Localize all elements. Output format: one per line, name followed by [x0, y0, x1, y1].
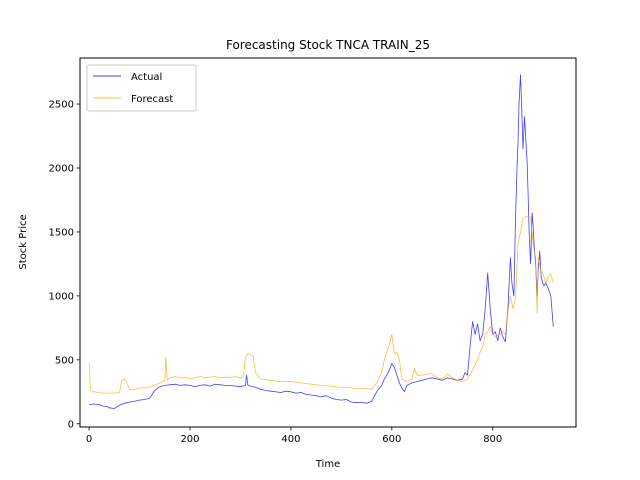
x-tick-label: 600 [382, 434, 401, 445]
series-line-actual [89, 74, 554, 409]
axes-frame [79, 57, 577, 428]
y-tick-label: 2500 [49, 100, 74, 111]
legend-label-actual: Actual [131, 72, 162, 83]
x-tick-label: 400 [281, 434, 300, 445]
chart-title: Forecasting Stock TNCA TRAIN_25 [226, 38, 430, 52]
series-line-forecast [88, 216, 554, 394]
x-tick-label: 0 [86, 434, 92, 445]
legend-label-forecast: Forecast [131, 94, 173, 105]
y-axis: 0 500 1000 1500 2000 2500 [49, 100, 80, 430]
plot-area [88, 74, 554, 409]
y-tick-label: 1000 [49, 291, 74, 302]
y-tick-label: 500 [55, 355, 74, 366]
y-tick-label: 0 [68, 419, 74, 430]
y-tick-label: 2000 [49, 163, 74, 174]
legend: Actual Forecast [86, 64, 197, 112]
x-axis-label: Time [315, 459, 340, 470]
y-axis-label: Stock Price [18, 214, 29, 269]
x-tick-label: 200 [180, 434, 199, 445]
x-tick-label: 800 [483, 434, 502, 445]
y-tick-label: 1500 [49, 227, 74, 238]
x-axis: 0 200 400 600 800 [86, 427, 502, 445]
